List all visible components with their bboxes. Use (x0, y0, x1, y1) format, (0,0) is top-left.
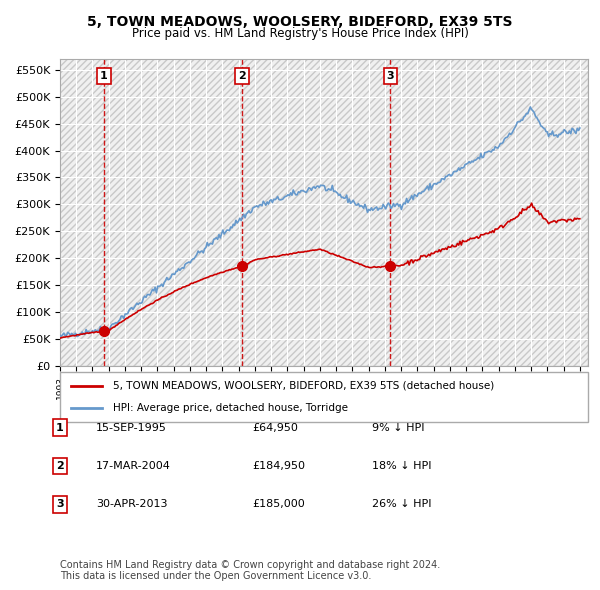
Text: 2: 2 (56, 461, 64, 471)
Text: Price paid vs. HM Land Registry's House Price Index (HPI): Price paid vs. HM Land Registry's House … (131, 27, 469, 40)
Text: 2: 2 (238, 71, 246, 81)
Text: Contains HM Land Registry data © Crown copyright and database right 2024.
This d: Contains HM Land Registry data © Crown c… (60, 559, 440, 581)
Text: 5, TOWN MEADOWS, WOOLSERY, BIDEFORD, EX39 5TS (detached house): 5, TOWN MEADOWS, WOOLSERY, BIDEFORD, EX3… (113, 381, 494, 391)
Text: 26% ↓ HPI: 26% ↓ HPI (372, 500, 431, 509)
Text: 3: 3 (386, 71, 394, 81)
Text: £185,000: £185,000 (252, 500, 305, 509)
Text: 9% ↓ HPI: 9% ↓ HPI (372, 423, 425, 432)
Text: 17-MAR-2004: 17-MAR-2004 (96, 461, 171, 471)
Text: 5, TOWN MEADOWS, WOOLSERY, BIDEFORD, EX39 5TS: 5, TOWN MEADOWS, WOOLSERY, BIDEFORD, EX3… (87, 15, 513, 29)
FancyBboxPatch shape (60, 372, 588, 422)
Text: £64,950: £64,950 (252, 423, 298, 432)
Text: 30-APR-2013: 30-APR-2013 (96, 500, 167, 509)
Text: 3: 3 (56, 500, 64, 509)
Text: 1: 1 (56, 423, 64, 432)
Text: 15-SEP-1995: 15-SEP-1995 (96, 423, 167, 432)
Text: 18% ↓ HPI: 18% ↓ HPI (372, 461, 431, 471)
Text: £184,950: £184,950 (252, 461, 305, 471)
Text: HPI: Average price, detached house, Torridge: HPI: Average price, detached house, Torr… (113, 403, 348, 413)
Text: 1: 1 (100, 71, 108, 81)
